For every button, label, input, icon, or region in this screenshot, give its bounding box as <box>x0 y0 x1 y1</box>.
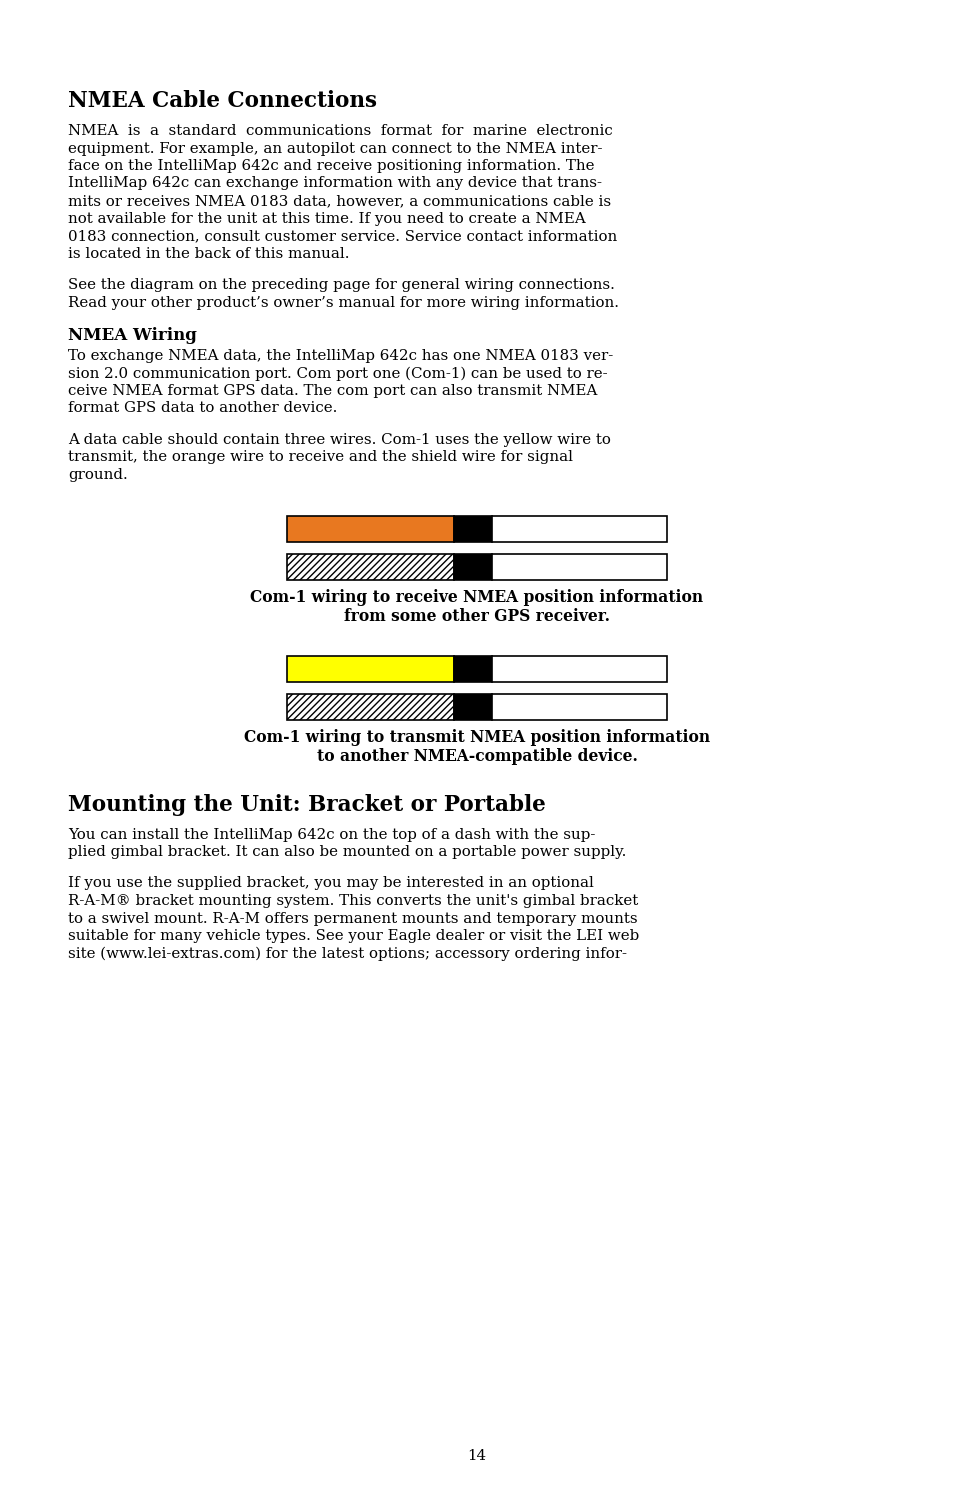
Text: transmit, the orange wire to receive and the shield wire for signal: transmit, the orange wire to receive and… <box>68 451 573 464</box>
Text: Mounting the Unit: Bracket or Portable: Mounting the Unit: Bracket or Portable <box>68 794 545 815</box>
Text: to a swivel mount. R-A-M offers permanent mounts and temporary mounts: to a swivel mount. R-A-M offers permanen… <box>68 912 637 925</box>
Bar <box>492 693 666 720</box>
Text: Read your other product’s owner’s manual for more wiring information.: Read your other product’s owner’s manual… <box>68 296 618 309</box>
Text: See the diagram on the preceding page for general wiring connections.: See the diagram on the preceding page fo… <box>68 278 615 291</box>
Text: not available for the unit at this time. If you need to create a NMEA: not available for the unit at this time.… <box>68 211 585 226</box>
Text: NMEA Wiring: NMEA Wiring <box>68 327 196 343</box>
Bar <box>287 656 454 681</box>
Text: sion 2.0 communication port. Com port one (Com-1) can be used to re-: sion 2.0 communication port. Com port on… <box>68 366 607 381</box>
Bar <box>454 553 492 580</box>
Text: R-A-M® bracket mounting system. This converts the unit's gimbal bracket: R-A-M® bracket mounting system. This con… <box>68 894 638 909</box>
Text: If you use the supplied bracket, you may be interested in an optional: If you use the supplied bracket, you may… <box>68 876 594 891</box>
Text: Com-1 wiring to transmit NMEA position information: Com-1 wiring to transmit NMEA position i… <box>244 730 709 746</box>
Text: 0183 connection, consult customer service. Service contact information: 0183 connection, consult customer servic… <box>68 229 617 242</box>
Text: is located in the back of this manual.: is located in the back of this manual. <box>68 247 349 260</box>
Text: from some other GPS receiver.: from some other GPS receiver. <box>344 608 609 625</box>
Bar <box>492 553 666 580</box>
Text: IntelliMap 642c can exchange information with any device that trans-: IntelliMap 642c can exchange information… <box>68 177 601 190</box>
Bar <box>492 656 666 681</box>
Text: plied gimbal bracket. It can also be mounted on a portable power supply.: plied gimbal bracket. It can also be mou… <box>68 845 626 859</box>
Text: A data cable should contain three wires. Com-1 uses the yellow wire to: A data cable should contain three wires.… <box>68 433 610 448</box>
Bar <box>287 516 454 541</box>
Text: To exchange NMEA data, the IntelliMap 642c has one NMEA 0183 ver-: To exchange NMEA data, the IntelliMap 64… <box>68 349 613 363</box>
Text: equipment. For example, an autopilot can connect to the NMEA inter-: equipment. For example, an autopilot can… <box>68 141 602 156</box>
Text: 14: 14 <box>467 1448 486 1463</box>
Text: ceive NMEA format GPS data. The com port can also transmit NMEA: ceive NMEA format GPS data. The com port… <box>68 384 597 399</box>
Bar <box>454 516 492 541</box>
Text: format GPS data to another device.: format GPS data to another device. <box>68 401 337 415</box>
Text: suitable for many vehicle types. See your Eagle dealer or visit the LEI web: suitable for many vehicle types. See you… <box>68 929 639 943</box>
Text: Com-1 wiring to receive NMEA position information: Com-1 wiring to receive NMEA position in… <box>251 589 702 607</box>
Text: face on the IntelliMap 642c and receive positioning information. The: face on the IntelliMap 642c and receive … <box>68 159 594 172</box>
Text: NMEA Cable Connections: NMEA Cable Connections <box>68 91 376 112</box>
Text: site (www.lei-extras.com) for the latest options; accessory ordering infor-: site (www.lei-extras.com) for the latest… <box>68 947 626 961</box>
Text: to another NMEA-compatible device.: to another NMEA-compatible device. <box>316 748 637 764</box>
Bar <box>492 516 666 541</box>
Bar <box>454 656 492 681</box>
Text: mits or receives NMEA 0183 data, however, a communications cable is: mits or receives NMEA 0183 data, however… <box>68 193 611 208</box>
Bar <box>454 693 492 720</box>
Text: NMEA  is  a  standard  communications  format  for  marine  electronic: NMEA is a standard communications format… <box>68 123 612 138</box>
Text: ground.: ground. <box>68 468 128 482</box>
Bar <box>287 553 454 580</box>
Bar <box>287 693 454 720</box>
Text: You can install the IntelliMap 642c on the top of a dash with the sup-: You can install the IntelliMap 642c on t… <box>68 827 595 842</box>
